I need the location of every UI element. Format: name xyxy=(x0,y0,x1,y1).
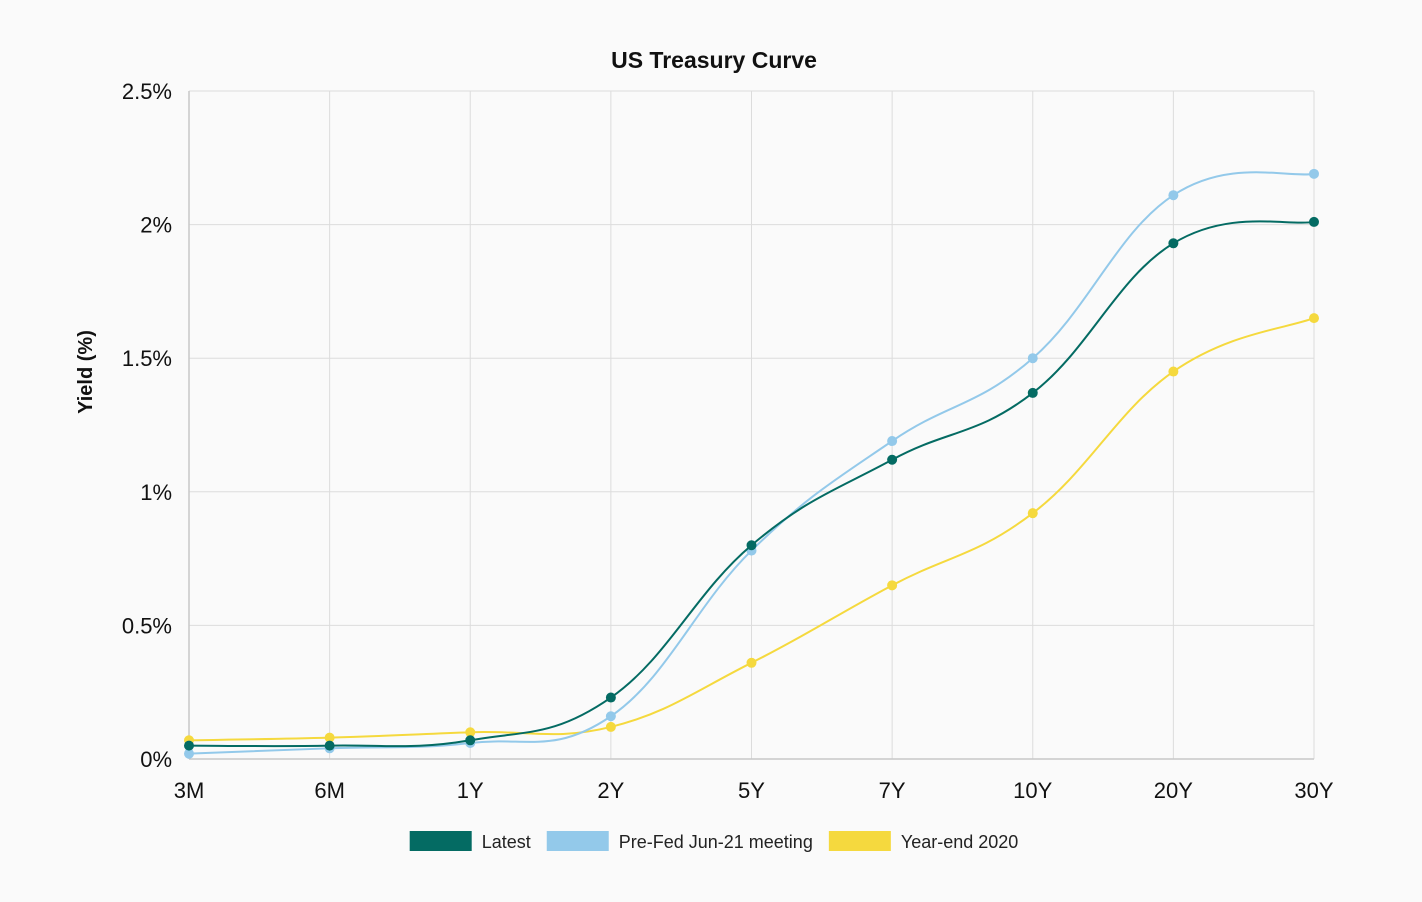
legend-item[interactable]: Year-end 2020 xyxy=(828,831,1018,852)
data-point[interactable] xyxy=(1168,366,1179,377)
x-tick-label: 2Y xyxy=(597,778,624,803)
data-point[interactable] xyxy=(605,692,616,703)
legend: Latest Pre-Fed Jun-21 meeting Year-end 202… xyxy=(409,831,1018,852)
y-tick-label: 2.5% xyxy=(122,79,172,104)
legend-swatch xyxy=(546,831,609,851)
data-point[interactable] xyxy=(1309,313,1319,324)
data-point[interactable] xyxy=(887,436,898,447)
data-point[interactable] xyxy=(1168,238,1179,249)
x-tick-label: 3M xyxy=(174,778,205,803)
series-line-pre-fed-jun-21-meeting xyxy=(188,171,1315,755)
data-point[interactable] xyxy=(1309,216,1319,227)
y-tick-label: 1.5% xyxy=(122,346,172,371)
chart-title: US Treasury Curve xyxy=(611,47,817,73)
series-line-year-end-2020 xyxy=(188,317,1315,742)
data-point[interactable] xyxy=(465,735,476,746)
data-point[interactable] xyxy=(605,711,616,722)
data-point[interactable] xyxy=(184,748,194,759)
legend-label: Year-end 2020 xyxy=(901,832,1018,852)
y-axis-label: Yield (%) xyxy=(75,330,97,414)
data-point[interactable] xyxy=(746,657,757,668)
x-tick-label: 7Y xyxy=(879,778,906,803)
data-point[interactable] xyxy=(746,540,757,551)
y-tick-label: 0.5% xyxy=(122,613,172,638)
series-pre-fed-jun-21-meeting xyxy=(184,168,1319,759)
data-point[interactable] xyxy=(1309,168,1319,179)
series-latest xyxy=(184,216,1319,751)
y-tick-label: 2% xyxy=(140,213,172,238)
x-tick-label: 1Y xyxy=(457,778,484,803)
legend-swatch xyxy=(828,831,891,851)
data-point[interactable] xyxy=(184,740,194,751)
legend-item[interactable]: Latest xyxy=(409,831,531,852)
x-tick-label: 20Y xyxy=(1154,778,1193,803)
data-point[interactable] xyxy=(465,727,476,738)
legend-item[interactable]: Pre-Fed Jun-21 meeting xyxy=(546,831,813,852)
data-point[interactable] xyxy=(887,580,898,591)
legend-swatch xyxy=(409,831,472,851)
x-tick-label: 6M xyxy=(314,778,345,803)
y-tick-label: 1% xyxy=(140,480,172,505)
legend-label: Latest xyxy=(482,832,531,852)
data-point[interactable] xyxy=(1027,508,1038,519)
legend-label: Pre-Fed Jun-21 meeting xyxy=(619,832,813,852)
data-point[interactable] xyxy=(1168,190,1179,201)
data-point[interactable] xyxy=(324,732,335,743)
data-point[interactable] xyxy=(1027,353,1038,364)
x-tick-label: 30Y xyxy=(1294,778,1333,803)
series-lines xyxy=(184,168,1319,759)
x-tick-label: 5Y xyxy=(738,778,765,803)
axes: 0% 0.5% 1% 1.5% 2% 2.5% 3M 6M 1Y 2Y 5Y 7Y 10Y 20Y 30Y xyxy=(122,79,1334,803)
x-tick-label: 10Y xyxy=(1013,778,1052,803)
data-point[interactable] xyxy=(324,740,335,751)
y-tick-label: 0% xyxy=(140,747,172,772)
data-point[interactable] xyxy=(605,721,616,732)
grid xyxy=(189,90,1315,759)
data-point[interactable] xyxy=(1027,387,1038,398)
data-point[interactable] xyxy=(887,454,898,465)
